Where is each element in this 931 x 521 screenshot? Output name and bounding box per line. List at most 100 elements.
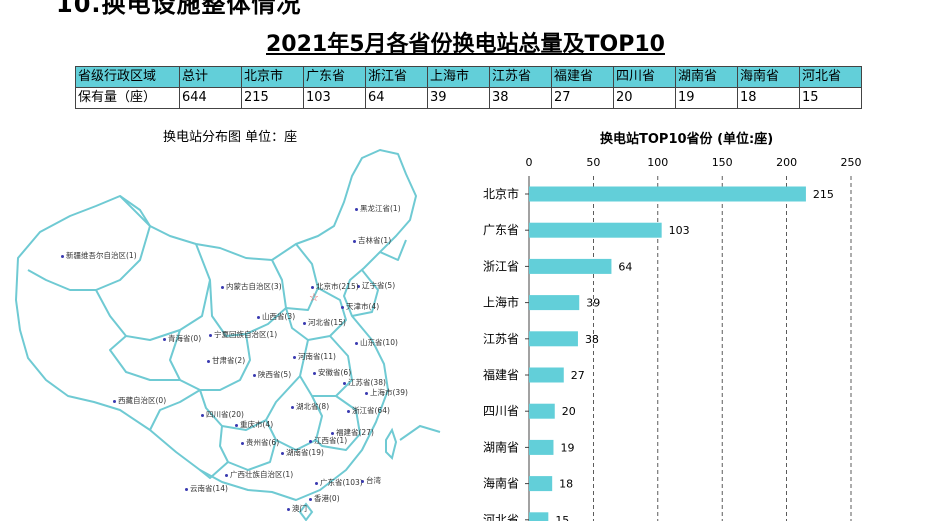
map-region-label: 陕西省(5): [258, 370, 292, 379]
bar: [529, 476, 553, 492]
category-label: 海南省: [483, 476, 519, 491]
table-header-cell: 广东省: [303, 66, 366, 88]
coast-fragment: [399, 424, 441, 441]
bar: [529, 512, 549, 521]
map-station-dot: [309, 498, 312, 501]
map-region-label: 河北省(15): [308, 318, 346, 327]
map-station-dot: [365, 392, 368, 395]
table-row: 保有量（座） 644 215 103 64 39 38 27 20 19 18 …: [75, 87, 862, 109]
map-region-label: 黑龙江省(1): [360, 204, 401, 213]
x-tick-label: 50: [586, 156, 600, 169]
map-station-dot: [235, 424, 238, 427]
table-header-cell: 福建省: [551, 66, 614, 88]
map-station-dot: [287, 508, 290, 511]
map-station-dot: [357, 285, 360, 288]
table-cell: 20: [613, 87, 676, 109]
category-label: 浙江省: [483, 259, 519, 273]
bar: [529, 295, 580, 311]
map-region-label: 山西省(3): [262, 312, 296, 321]
map-station-dot: [209, 334, 212, 337]
map-station-dot: [113, 400, 116, 403]
category-label: 福建省: [483, 367, 519, 382]
data-label: 27: [571, 369, 585, 382]
map-station-dot: [343, 382, 346, 385]
map-region-label: 辽宁省(5): [362, 281, 396, 290]
table-header-cell: 河北省: [799, 66, 862, 88]
map-station-dot: [185, 488, 188, 491]
map-region-label: 甘肃省(2): [212, 356, 246, 365]
taiwan-outline: [385, 427, 398, 460]
hainan-outline: [298, 502, 314, 521]
table-cell: 215: [241, 87, 304, 109]
bar: [529, 222, 662, 238]
data-label: 39: [586, 297, 600, 310]
map-station-dot: [291, 406, 294, 409]
map-station-dot: [253, 374, 256, 377]
map-region-label: 河南省(11): [298, 352, 336, 361]
map-region-label: 内蒙古自治区(3): [226, 282, 282, 291]
map-station-dot: [341, 306, 344, 309]
map-station-dot: [331, 432, 334, 435]
data-label: 103: [669, 224, 690, 237]
map-station-dot: [313, 372, 316, 375]
map-station-dot: [221, 286, 224, 289]
table-cell: 保有量（座）: [75, 87, 180, 109]
capital-star-icon: ☆: [309, 291, 319, 304]
category-label: 四川省: [483, 404, 519, 418]
x-tick-label: 100: [647, 156, 668, 169]
map-outline: [15, 149, 417, 501]
map-region-label: 北京市(215): [316, 282, 359, 291]
table-header-cell: 北京市: [241, 66, 304, 88]
bar: [529, 367, 564, 383]
map-region-label: 江西省(1): [314, 436, 348, 445]
map-region-label: 重庆市(4): [240, 420, 274, 429]
map-station-dot: [355, 208, 358, 211]
category-label: 广东省: [483, 223, 519, 237]
map-region-label: 青海省(0): [168, 334, 202, 343]
china-map: ☆: [15, 149, 441, 521]
map-station-dot: [61, 255, 64, 258]
data-label: 64: [618, 260, 632, 273]
map-title: 换电站分布图 单位：座: [163, 130, 298, 145]
x-tick-label: 150: [712, 156, 733, 169]
table-header-cell: 上海市: [427, 66, 490, 88]
map-station-dot: [303, 322, 306, 325]
map-station-dot: [241, 442, 244, 445]
table-cell: 38: [489, 87, 552, 109]
map-region-label: 上海市(39): [370, 388, 408, 397]
bar: [529, 439, 554, 455]
table-header-cell: 四川省: [613, 66, 676, 88]
map-station-dot: [361, 480, 364, 483]
map-region-label: 福建省(27): [336, 428, 374, 437]
map-station-dot: [309, 440, 312, 443]
category-label: 湖南省: [483, 439, 519, 454]
bar: [529, 258, 612, 274]
map-station-dot: [201, 414, 204, 417]
data-label: 38: [585, 333, 599, 346]
map-region-label: 天津市(4): [346, 302, 380, 311]
map-region-label: 宁夏回族自治区(1): [214, 330, 278, 339]
table-cell: 103: [303, 87, 366, 109]
map-station-dot: [355, 342, 358, 345]
map-region-label: 安徽省(6): [318, 368, 352, 377]
map-region-label: 新疆维吾尔自治区(1): [66, 251, 137, 260]
map-station-dot: [257, 316, 260, 319]
map-region-label: 西藏自治区(0): [118, 396, 167, 405]
map-region-label: 江苏省(38): [348, 378, 386, 387]
table-cell: 19: [675, 87, 738, 109]
map-station-dot: [353, 240, 356, 243]
bar: [529, 331, 578, 347]
table-header-cell: 浙江省: [365, 66, 428, 88]
map-station-dot: [207, 360, 210, 363]
map-region-label: 广东省(103): [320, 478, 363, 487]
x-tick-label: 250: [841, 156, 862, 169]
table-header-cell: 湖南省: [675, 66, 738, 88]
map-station-dot: [347, 410, 350, 413]
map-station-dot: [225, 474, 228, 477]
map-station-dot: [281, 452, 284, 455]
table-cell: 27: [551, 87, 614, 109]
table-header-cell: 海南省: [737, 66, 800, 88]
page-title: 2021年5月各省份换电站总量及TOP10: [266, 32, 665, 57]
table-cell: 644: [179, 87, 242, 109]
map-region-label: 浙江省(64): [352, 406, 390, 415]
